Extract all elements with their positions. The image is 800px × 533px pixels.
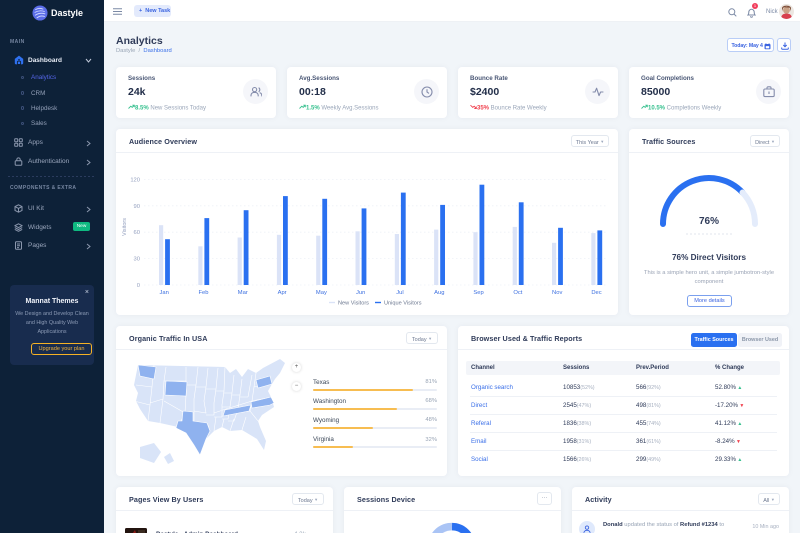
svg-text:Oct: Oct xyxy=(513,290,522,296)
svg-text:May: May xyxy=(316,290,327,296)
svg-text:Unique Visitors: Unique Visitors xyxy=(384,301,422,307)
svg-text:120: 120 xyxy=(130,177,140,183)
svg-text:Sep: Sep xyxy=(473,290,483,296)
svg-text:76% Direct Visitors: 76% Direct Visitors xyxy=(672,253,746,262)
svg-text:Dec: Dec xyxy=(591,290,601,296)
svg-text:Feb: Feb xyxy=(199,290,209,296)
svg-text:30: 30 xyxy=(134,257,140,263)
svg-text:This is a simple hero unit, a: This is a simple hero unit, a simple jum… xyxy=(644,270,774,276)
svg-text:component: component xyxy=(695,279,724,285)
svg-text:Jul: Jul xyxy=(396,290,403,296)
svg-text:0: 0 xyxy=(137,283,140,289)
svg-text:Nov: Nov xyxy=(552,290,562,296)
svg-text:90: 90 xyxy=(134,204,140,210)
svg-text:Visitors: Visitors xyxy=(122,218,128,236)
svg-text:Apr: Apr xyxy=(278,290,287,296)
svg-text:Jan: Jan xyxy=(160,290,169,296)
svg-text:New Visitors: New Visitors xyxy=(338,301,369,307)
svg-text:Jun: Jun xyxy=(356,290,365,296)
svg-text:Aug: Aug xyxy=(434,290,444,296)
svg-text:76%: 76% xyxy=(699,216,719,227)
svg-text:Mar: Mar xyxy=(238,290,248,296)
svg-text:60: 60 xyxy=(134,230,140,236)
